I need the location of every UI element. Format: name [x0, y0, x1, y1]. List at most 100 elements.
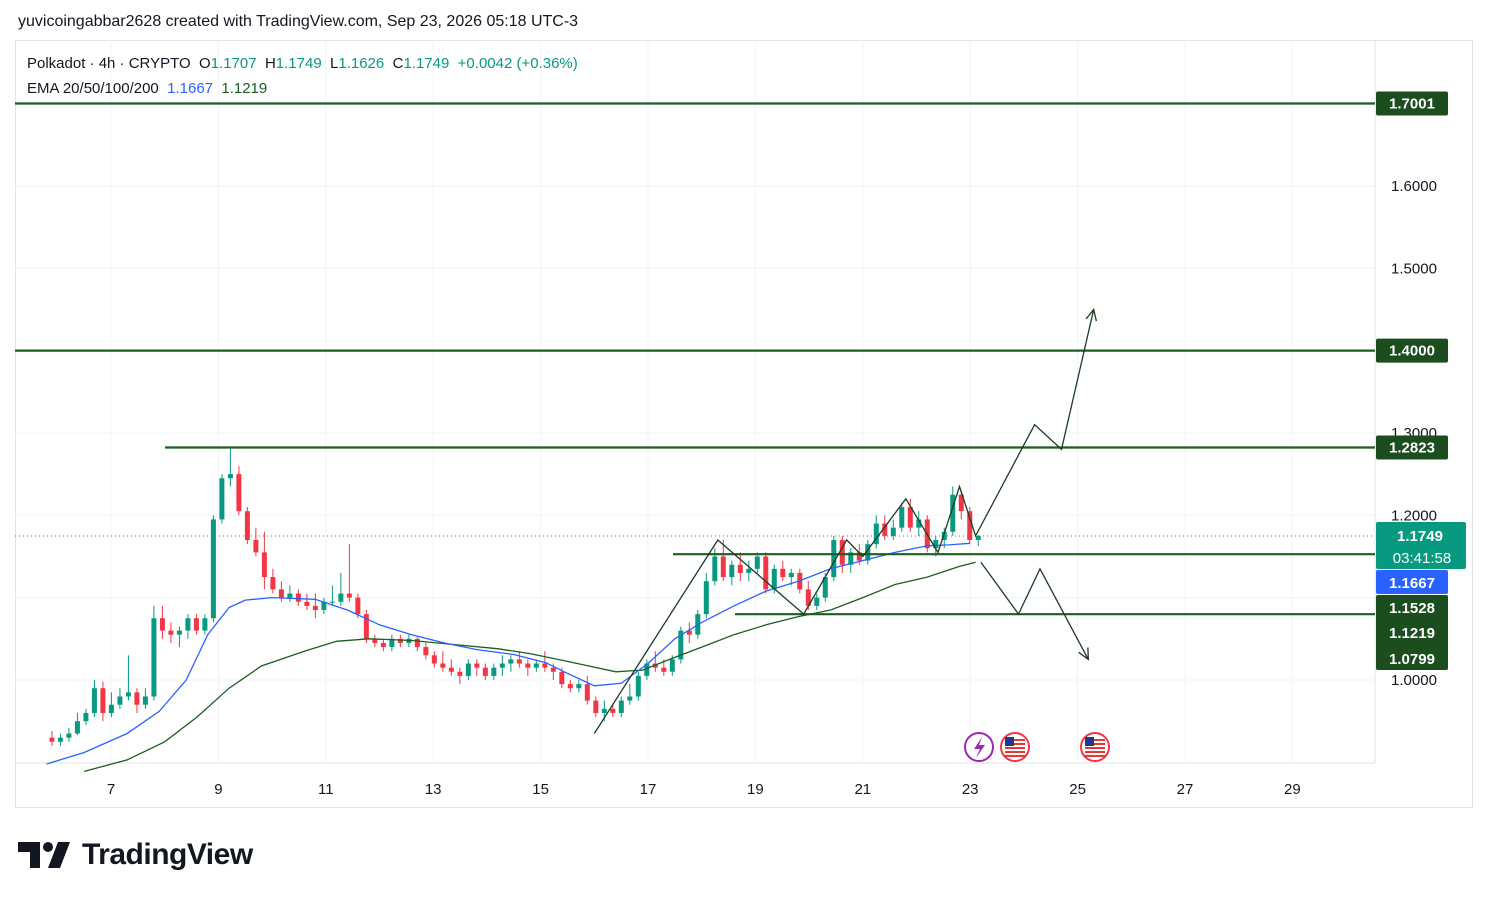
candle-body — [295, 593, 301, 602]
candle — [788, 568, 794, 586]
arrowhead-down — [1078, 647, 1090, 661]
ema50-value: 1.1219 — [221, 80, 268, 97]
candle-body — [304, 601, 310, 606]
tradingview-logo-icon — [18, 842, 70, 868]
candle — [57, 733, 63, 746]
candle — [236, 465, 242, 516]
low-label: L — [330, 55, 339, 72]
candle — [83, 708, 89, 726]
us-flag-event-icon-stripe — [1005, 747, 1025, 749]
candle-body — [278, 589, 284, 598]
candle — [584, 675, 590, 705]
last-price-label: 1.1749 — [1397, 528, 1443, 545]
candle — [482, 663, 488, 680]
candle-body — [253, 540, 259, 553]
high-value: 1.1749 — [275, 55, 322, 72]
candle-body — [831, 540, 837, 578]
candle — [533, 659, 539, 672]
candle-body — [814, 597, 820, 606]
candle — [933, 535, 939, 557]
x-tick-label: 11 — [318, 781, 334, 798]
candle — [168, 622, 174, 643]
candle — [474, 659, 480, 676]
low-value: 1.1626 — [338, 55, 385, 72]
candle — [372, 634, 378, 648]
drawn-path-up — [593, 309, 1095, 734]
drawn-path-down — [980, 561, 1089, 660]
level-label-1-1528: 1.1528 — [1389, 600, 1435, 617]
candle-body — [601, 708, 607, 713]
candle — [907, 498, 913, 532]
candle — [525, 659, 531, 676]
open-label: O — [199, 55, 211, 72]
candle-body — [244, 511, 250, 541]
us-flag-event-icon-stripe — [1085, 747, 1105, 749]
candle-body — [151, 618, 157, 697]
candle — [440, 651, 446, 672]
candle — [389, 634, 395, 652]
candle-body — [440, 663, 446, 668]
candle — [287, 585, 293, 602]
candle — [576, 680, 582, 693]
candle — [780, 560, 786, 582]
candle-body — [125, 692, 131, 697]
candle — [899, 502, 905, 532]
candle — [491, 663, 497, 680]
candle-body — [763, 556, 769, 590]
candle-body — [584, 684, 590, 701]
us-flag-event-icon-stripe — [1085, 739, 1105, 741]
candle-body — [661, 667, 667, 672]
candle — [193, 614, 199, 635]
ema-label[interactable]: EMA 20/50/100/200 — [27, 80, 159, 97]
candle — [210, 515, 216, 623]
candle-body — [389, 638, 395, 648]
candle-body — [491, 667, 497, 676]
candle-body — [576, 684, 582, 689]
candle-body — [142, 696, 148, 705]
candle-body — [873, 523, 879, 545]
candle-body — [729, 564, 735, 578]
candle-body — [644, 663, 650, 676]
candle — [729, 560, 735, 586]
candle — [457, 667, 463, 685]
candle-body — [746, 568, 752, 573]
candle-body — [346, 593, 352, 598]
candle — [49, 731, 55, 746]
ema20-price-label: 1.1667 — [1389, 575, 1435, 592]
candle-body — [516, 659, 522, 664]
us-flag-event-icon-stripe — [1085, 751, 1105, 753]
candle-body — [703, 581, 709, 615]
candle — [380, 638, 386, 652]
candle-body — [49, 737, 55, 742]
chart-frame — [15, 40, 1473, 808]
candle-body — [482, 667, 488, 676]
candle-body — [431, 655, 437, 664]
level-label-1-4000: 1.4000 — [1376, 338, 1448, 363]
symbol-label[interactable]: Polkadot · 4h · CRYPTO — [27, 55, 191, 72]
candle-body — [882, 523, 888, 536]
candle-body — [618, 700, 624, 713]
candle-body — [771, 568, 777, 590]
ema50-price-label: 1.1219 — [1389, 625, 1435, 642]
candle — [74, 712, 80, 736]
candle — [414, 637, 420, 652]
tradingview-logo[interactable]: TradingView — [18, 838, 253, 872]
candle — [865, 540, 871, 565]
candle-body — [210, 519, 216, 619]
candle — [686, 622, 692, 643]
candle-body — [108, 704, 114, 713]
stacked-price-labels: 1.1749 03:41:58 1.1667 1.1528 1.1219 1.0799 — [1376, 522, 1466, 670]
ema50-line — [84, 561, 976, 773]
y-tick-label: 1.5000 — [1391, 260, 1437, 277]
candle-body — [465, 663, 471, 676]
candle-body — [780, 568, 786, 578]
candle-body — [236, 474, 242, 512]
candle — [516, 651, 522, 668]
candle — [465, 659, 471, 680]
candle-body — [958, 494, 964, 512]
candle — [108, 692, 114, 718]
candle-body — [270, 577, 276, 590]
level-label-1-2823-text: 1.2823 — [1389, 440, 1435, 457]
x-tick-label: 13 — [425, 781, 442, 798]
